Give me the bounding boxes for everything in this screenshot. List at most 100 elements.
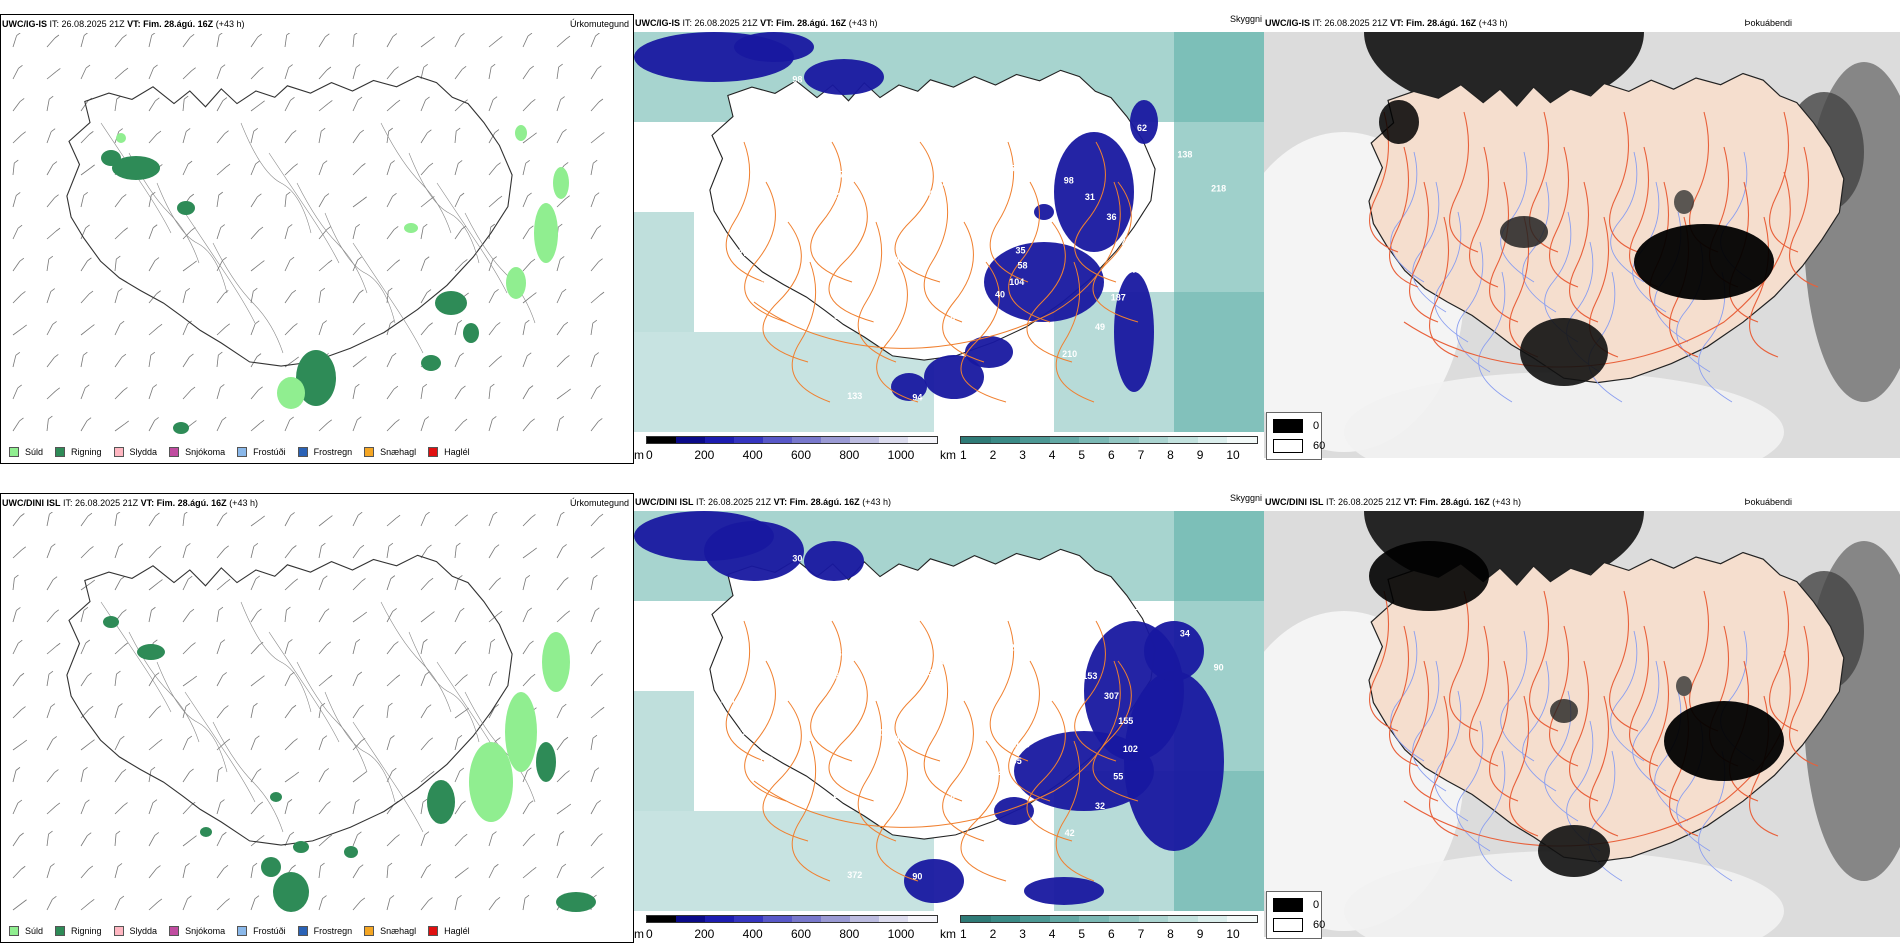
legend-label: Rigning (71, 926, 102, 936)
scale-tick: 4 (1048, 448, 1056, 462)
cloud-base-label: 155 (1118, 716, 1133, 726)
cloud-base-label: 161 (832, 649, 847, 659)
scale-swatch (1049, 916, 1080, 922)
legend-label: Frostúði (253, 926, 286, 936)
scale-swatch (676, 437, 705, 443)
scale-tick: 400 (742, 927, 763, 941)
fog-areas-land (1369, 541, 1784, 877)
cloud-base-label: 101 (721, 695, 736, 705)
panel-name: Þokuábendi (1744, 18, 1792, 28)
cloud-base-label: 55 (1113, 772, 1123, 782)
cloud-base-label: 96 (910, 800, 920, 810)
cloud-base-label: 29 (882, 249, 892, 259)
cloud-base-label: 90 (1034, 167, 1044, 177)
cloud-base-label: 40 (847, 626, 857, 636)
fog-legend-swatch (1273, 419, 1303, 433)
cloud-base-label: 154 (896, 254, 911, 264)
legend-swatch (55, 926, 66, 936)
cloud-base-label: 103 (936, 657, 951, 667)
panel-name: Skyggni (1229, 493, 1262, 503)
cloud-base-label: 94 (831, 690, 841, 700)
scale-swatch (647, 916, 676, 922)
scale-tick: 3 (1019, 448, 1026, 462)
cloud-base-label: 88 (910, 321, 920, 331)
scale-swatch (1049, 437, 1080, 443)
cloud-base-label: 31 (1085, 192, 1095, 202)
scale-swatch (763, 916, 792, 922)
low-cloud-areas (634, 32, 1158, 401)
scale-tick: 7 (1137, 448, 1145, 462)
scale-tick: 3 (1019, 927, 1026, 941)
scale-swatch (1079, 437, 1109, 443)
cloud-base-label: 52 (1023, 372, 1033, 382)
cloud-base-label: 153 (1082, 671, 1097, 681)
scale-swatch (1079, 916, 1109, 922)
interior-lines (100, 601, 536, 833)
cloud-base-label: 96 (831, 211, 841, 221)
fog-legend-label: 60 (1313, 440, 1326, 452)
scale-tick: 4 (1048, 927, 1056, 941)
legend-item-1: Súld (9, 926, 43, 936)
sea-low-visibility (634, 32, 1264, 432)
scale-swatch (850, 437, 879, 443)
scale-tick: 0 (646, 927, 653, 941)
cloud-base-labels: 139 154 160 104 96 98 88 94 84 92 94 52 88 218 168 114 5… (716, 75, 1226, 403)
legend-swatch (237, 926, 248, 936)
cloud-base-label: 117 (725, 621, 740, 631)
fog-legend-label: 0 (1313, 420, 1320, 432)
fog-legend-swatch (1273, 918, 1303, 932)
scale-swatch (1020, 437, 1050, 443)
scale-tick: 10 (1226, 927, 1240, 941)
cloud-base-label: 32 (1095, 801, 1105, 811)
fog-legend-swatch (1273, 439, 1303, 453)
scale-swatch (908, 437, 937, 443)
scale-tick: 200 (694, 927, 715, 941)
roads (1369, 590, 1819, 847)
scale-swatch (879, 916, 908, 922)
legend-swatch (364, 447, 375, 457)
scale-swatch (676, 916, 705, 922)
cloud-base-label: 90 (912, 871, 922, 881)
scale-tick: 1 (960, 927, 967, 941)
legend-item-7: Snæhagl (364, 926, 416, 936)
scale-swatch (990, 437, 1021, 443)
cloud-base-label: 44 (974, 304, 984, 314)
legend-item-8: Haglél (428, 447, 470, 457)
cloud-base-label: 70 (978, 166, 988, 176)
wind-barbs (12, 512, 605, 911)
cloud-base-label: 36 (1107, 212, 1117, 222)
scale-swatch (990, 916, 1021, 922)
fog-legend-label: 0 (1313, 899, 1320, 911)
legend-label: Súld (25, 926, 44, 936)
cloud-base-label: 44 (1034, 646, 1044, 656)
legend-swatch (169, 447, 180, 457)
scale-swatch (1197, 916, 1228, 922)
scale-swatch (908, 916, 937, 922)
scale-tick: 8 (1167, 448, 1174, 462)
rivers (1390, 630, 1755, 882)
scale-tick: 5 (1078, 448, 1086, 462)
legend-item-5: Frostúði (237, 447, 286, 457)
cloud-base-label: 168 (916, 253, 931, 263)
interior-lines (100, 122, 536, 354)
scale-tick: 9 (1196, 448, 1204, 462)
cloud-base-label: 88 (727, 142, 737, 152)
scale-tick: 800 (839, 448, 860, 462)
fog-panel-bottom: UWC/DINI ISL IT: 26.08.2025 21Z VT: Fim.… (1264, 493, 1900, 943)
legend-item-5: Frostúði (237, 926, 286, 936)
cloud-base-label: 157 (832, 790, 847, 800)
scale-swatch (821, 437, 850, 443)
cloud-panel-top: UWC/IG-IS IT: 26.08.2025 21Z VT: Fim. 28… (634, 14, 1264, 464)
cloud-base-label: 94 (869, 126, 879, 136)
scale-tick: 2 (989, 927, 997, 941)
cloud-base-label: 157 (871, 317, 886, 327)
scale-tick: 200 (694, 448, 715, 462)
cloud-base-label: 98 (792, 75, 802, 85)
cloud-map: 139 154 160 104 96 98 88 94 84 92 94 52 88 218 168 114 5… (634, 32, 1264, 432)
scale-tick: 7 (1137, 927, 1145, 941)
scale-swatch (850, 916, 879, 922)
scale-swatch (1138, 437, 1169, 443)
roads (725, 620, 1139, 882)
legend-swatch (297, 447, 308, 457)
legend-item-1: Súld (9, 447, 43, 457)
